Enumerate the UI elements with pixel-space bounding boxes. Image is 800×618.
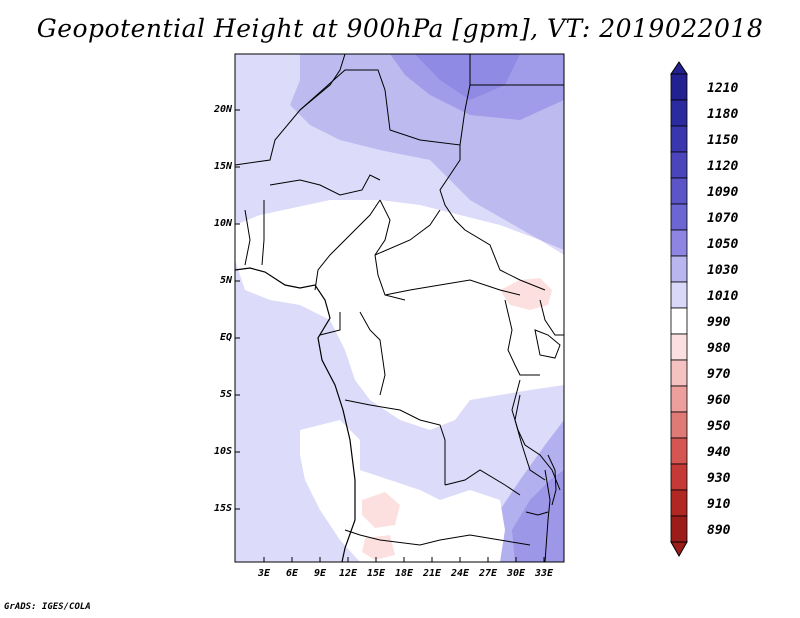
colorbar [670, 61, 688, 558]
country-borders [235, 54, 564, 562]
colorbar-swatch [670, 437, 688, 465]
field-980-990-southwest [362, 492, 400, 528]
border-togo [244, 209, 251, 266]
colorbar-swatch [670, 385, 688, 413]
border-angola-drc [344, 399, 446, 485]
lat-ticks [235, 109, 240, 510]
colorbar-label-1050: 1050 [707, 237, 739, 252]
colorbar-label-950: 950 [707, 419, 731, 434]
colorbar-label-970: 970 [707, 367, 731, 382]
border-congo [359, 311, 386, 396]
colorbar-label-940: 940 [707, 445, 731, 460]
lon-label-6e: 6E [285, 568, 299, 579]
colorbar-label-1030: 1030 [707, 263, 739, 278]
colorbar-label-960: 960 [707, 393, 731, 408]
border-angola-namibia [344, 529, 441, 546]
lon-label-24e: 24E [450, 568, 470, 579]
field-990-1010-central [235, 200, 564, 430]
lat-label-5n: 5N [219, 275, 232, 286]
border-niger-libya [299, 54, 471, 146]
lon-label-21e: 21E [422, 568, 442, 579]
lat-label-10s: 10S [213, 446, 232, 457]
border-niger-nigeria [269, 174, 381, 196]
colorbar-top-arrow [670, 61, 688, 75]
lat-label-eq: EQ [219, 332, 232, 343]
border-kenya [539, 299, 564, 336]
lon-label-18e: 18E [394, 568, 414, 579]
lake-kariba [525, 511, 549, 516]
colorbar-label-1210: 1210 [707, 81, 739, 96]
lat-label-15s: 15S [213, 503, 232, 514]
colorbar-swatch [670, 281, 688, 309]
lat-label-15n: 15N [213, 161, 232, 172]
lon-label-15e: 15E [366, 568, 386, 579]
lake-tanganyika [514, 394, 546, 481]
border-nigeria-cameroon [314, 199, 381, 291]
coastline-west [234, 267, 356, 563]
colorbar-bottom-arrow [670, 541, 688, 558]
lat-label-20n: 20N [213, 104, 232, 115]
colorbar-label-990: 990 [707, 315, 731, 330]
height-field [235, 54, 564, 562]
colorbar-swatch [670, 125, 688, 153]
lon-label-12e: 12E [338, 568, 358, 579]
colorbar-label-1120: 1120 [707, 159, 739, 174]
colorbar-swatch [670, 203, 688, 231]
colorbar-label-980: 980 [707, 341, 731, 356]
border-tanzania [511, 379, 561, 491]
colorbar-swatch [670, 307, 688, 335]
border-uganda [504, 299, 540, 376]
border-zambia [444, 469, 521, 496]
map-frame [234, 53, 565, 563]
lake-victoria [534, 329, 561, 359]
colorbar-label-890: 890 [707, 523, 731, 538]
colorbar-swatch [670, 515, 688, 543]
border-mozambique [544, 469, 551, 562]
border-gabon [319, 312, 341, 336]
colorbar-label-1090: 1090 [707, 185, 739, 200]
colorbar-label-1150: 1150 [707, 133, 739, 148]
border-chad-sudan [439, 145, 546, 291]
lon-label-3e: 3E [257, 568, 271, 579]
colorbar-swatch [670, 151, 688, 179]
chart-title: Geopotential Height at 900hPa [gpm], VT:… [36, 14, 764, 43]
colorbar-label-910: 910 [707, 497, 731, 512]
border-benin [261, 200, 265, 266]
colorbar-label-930: 930 [707, 471, 731, 486]
colorbar-label-1180: 1180 [707, 107, 739, 122]
field-1070-north [415, 54, 520, 100]
border-car-drc [384, 279, 521, 296]
lon-ticks [263, 557, 545, 562]
colorbar-label-1070: 1070 [707, 211, 739, 226]
border-chad-car [374, 209, 441, 256]
colorbar-swatch [670, 463, 688, 491]
colorbar-swatch [670, 489, 688, 517]
colorbar-swatch [670, 333, 688, 361]
colorbar-swatch [670, 73, 688, 101]
lon-label-33e: 33E [534, 568, 554, 579]
lat-label-5s: 5S [219, 389, 232, 400]
colorbar-swatch [670, 177, 688, 205]
lat-label-10n: 10N [213, 218, 232, 229]
field-990-1010-southwest [300, 420, 505, 562]
colorbar-swatch [670, 255, 688, 283]
colorbar-label-1010: 1010 [707, 289, 739, 304]
footer-credit: GrADS: IGES/COLA [4, 602, 91, 612]
lon-label-9e: 9E [313, 568, 327, 579]
lake-malawi [547, 454, 557, 506]
colorbar-swatch [670, 229, 688, 257]
field-980-990-east [500, 278, 552, 310]
lon-label-30e: 30E [506, 568, 526, 579]
colorbar-swatch [670, 359, 688, 387]
colorbar-swatch [670, 411, 688, 439]
border-namibia-zambia [439, 534, 531, 546]
colorbar-swatch [670, 99, 688, 127]
field-1050-1070-south [512, 470, 564, 562]
lon-label-27e: 27E [478, 568, 498, 579]
